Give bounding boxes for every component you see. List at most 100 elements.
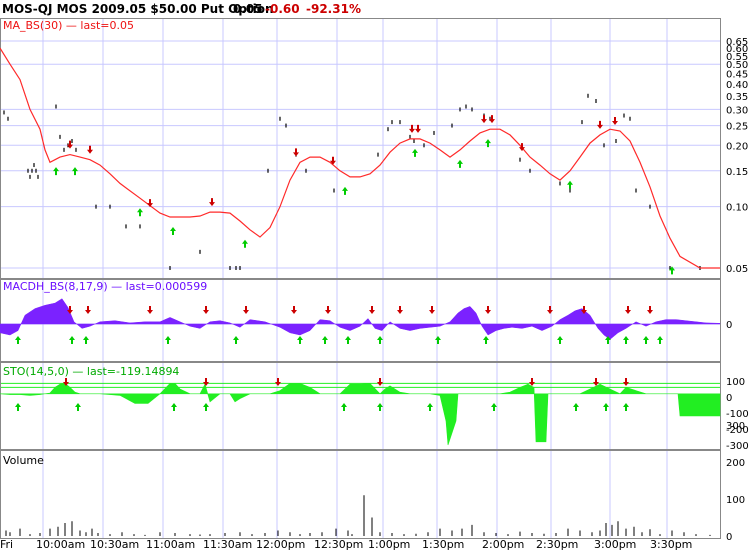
time-tick-label: 2:00pm	[482, 538, 524, 550]
price-tick-label: 0.40	[726, 80, 748, 91]
time-tick-label: 10:30am	[90, 538, 139, 550]
macd-sell-arrow	[291, 306, 297, 314]
sto-sell-arrow	[529, 378, 535, 386]
buy-signal-arrow	[669, 266, 675, 275]
price-tick-label: 0.50	[726, 60, 748, 71]
macd-buy-arrow	[623, 336, 629, 344]
buy-signal-arrow	[242, 239, 248, 248]
time-tick-label: 10:00am	[36, 538, 85, 550]
panel-frames	[0, 18, 721, 539]
volume-tick-label: 100	[726, 495, 745, 506]
macd-buy-arrow	[83, 336, 89, 344]
sell-signal-arrow	[489, 115, 495, 124]
time-tick-label: 11:30am	[203, 538, 252, 550]
price-tick-label: 0.45	[726, 70, 748, 81]
macd-buy-arrow	[657, 336, 663, 344]
sto-buy-arrow	[603, 403, 609, 411]
sto-buy-arrow	[491, 403, 497, 411]
macd-buy-arrow	[297, 336, 303, 344]
macd-sell-arrow	[397, 306, 403, 314]
macd-sell-arrow	[67, 306, 73, 314]
macd-sell-arrow	[325, 306, 331, 314]
sto-sell-arrow	[203, 378, 209, 386]
time-tick-label: 1:30pm	[422, 538, 464, 550]
plot-layer	[0, 47, 721, 536]
macd-sell-arrow	[581, 306, 587, 314]
macd-sell-arrow	[429, 306, 435, 314]
sto-buy-arrow	[15, 403, 21, 411]
sto-sell-arrow	[377, 378, 383, 386]
macd-buy-arrow	[435, 336, 441, 344]
volume-legend: Volume	[3, 454, 44, 467]
volume-tick-label: 200	[726, 458, 745, 469]
time-tick-label: 2:30pm	[536, 538, 578, 550]
buy-signal-arrow	[412, 148, 418, 157]
sell-signal-arrow	[293, 148, 299, 157]
panel-frame	[0, 18, 721, 279]
price-tick-label: 0.35	[726, 92, 748, 103]
sell-signal-arrow	[519, 143, 525, 152]
sto-buy-arrow	[341, 403, 347, 411]
panel-frame	[0, 279, 721, 362]
sto-tick-label: -100	[726, 409, 749, 420]
buy-signal-arrow	[342, 186, 348, 195]
macd-buy-arrow	[345, 336, 351, 344]
sto-legend: STO(14,5,0) — last=-119.14894	[3, 365, 179, 378]
sto-sell-arrow	[275, 378, 281, 386]
sto-buy-arrow	[377, 403, 383, 411]
time-tick-label: 11:00am	[146, 538, 195, 550]
macd-sell-arrow	[625, 306, 631, 314]
axis-labels: 0.650.600.550.500.450.400.35 0.30 0.25 0.20…	[0, 37, 749, 550]
macd-buy-arrow	[643, 336, 649, 344]
buy-signal-arrow	[567, 180, 573, 189]
sell-signal-arrow	[87, 145, 93, 154]
price-change-percent: -92.31%	[306, 2, 361, 16]
macd-buy-arrow	[605, 336, 611, 344]
sto-sell-arrow	[593, 378, 599, 386]
sto-tick-label: -300	[726, 441, 749, 452]
time-tick-label: Fri	[0, 538, 13, 550]
sell-signal-arrow	[481, 115, 487, 124]
macd-buy-arrow	[165, 336, 171, 344]
time-tick-label: 1:00pm	[368, 538, 410, 550]
sto-buy-arrow	[171, 403, 177, 411]
ma-legend: MA_BS(30) — last=0.05	[3, 19, 134, 32]
macd-sell-arrow	[369, 306, 375, 314]
sell-signal-arrow	[147, 199, 153, 208]
sto-buy-arrow	[573, 403, 579, 411]
macd-buy-arrow	[322, 336, 328, 344]
macd-tick-label: 0	[726, 320, 732, 331]
volume-tick-label: 0	[726, 532, 732, 543]
price-tick-label: 0.30	[726, 105, 748, 116]
ma-line	[0, 47, 720, 269]
price-tick-label: 0.25	[726, 122, 748, 133]
macd-buy-arrow	[233, 336, 239, 344]
price-tick-label: 0.55	[726, 52, 748, 63]
symbol-title: MOS-QJ MOS 2009.05 $50.00 Put Option	[2, 2, 274, 16]
time-tick-label: 3:30pm	[650, 538, 692, 550]
buy-signal-arrow	[457, 159, 463, 168]
price-tick-label: 0.65	[726, 37, 748, 48]
macd-sell-arrow	[147, 306, 153, 314]
last-price: 0.05	[233, 2, 263, 16]
buy-signal-arrow	[485, 139, 491, 148]
macd-buy-arrow	[15, 336, 21, 344]
sell-signal-arrow	[330, 156, 336, 165]
macd-buy-arrow	[69, 336, 75, 344]
price-tick-label: 0.20	[726, 141, 748, 152]
sell-signal-arrow	[67, 140, 73, 149]
panel-frame	[0, 362, 721, 450]
time-tick-label: 12:00pm	[256, 538, 305, 550]
macd-buy-arrow	[557, 336, 563, 344]
price-tick-label: 0.60	[726, 44, 748, 55]
price-tick-label: 0.15	[726, 167, 748, 178]
sto-area	[0, 383, 721, 446]
panel-frame	[0, 450, 721, 539]
sto-sell-arrow	[63, 378, 69, 386]
macd-sell-arrow	[85, 306, 91, 314]
sell-signal-arrow	[612, 117, 618, 126]
price-change: -0.60	[265, 2, 300, 16]
macd-sell-arrow	[485, 306, 491, 314]
volume-tick-label: 300	[726, 421, 745, 432]
